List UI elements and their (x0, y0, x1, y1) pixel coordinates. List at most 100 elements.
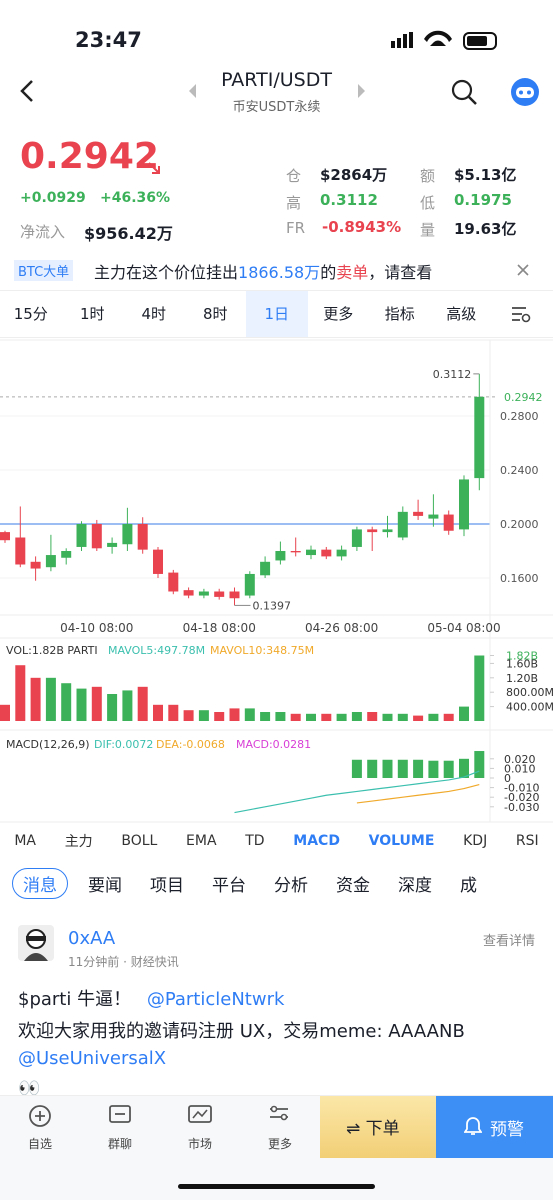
netflow: $956.42万 (84, 224, 173, 243)
indicator-tab[interactable]: KDJ (463, 833, 488, 849)
indicator-tab[interactable]: BOLL (121, 833, 158, 849)
high-label: 0.3112 (433, 368, 472, 381)
candle-body (336, 549, 347, 557)
news-tab[interactable]: 分析 (274, 875, 308, 896)
macd-bar (428, 760, 439, 778)
candle-body (474, 396, 485, 479)
pair-arrows[interactable] (186, 82, 368, 100)
bottom-tab[interactable]: 群聊 (107, 1137, 132, 1151)
indicator-tab[interactable]: TD (245, 833, 265, 849)
banner-tag: BTC大单 (14, 260, 74, 281)
volume-bar (153, 704, 163, 721)
close-banner[interactable] (516, 263, 530, 277)
low-label: 0.1397 (253, 599, 292, 612)
indicator-tab[interactable]: RSI (515, 833, 539, 849)
volume-bar (413, 715, 424, 721)
news-tab[interactable]: 资金 (336, 875, 370, 896)
indicator-tab[interactable]: EMA (186, 833, 217, 849)
avatar[interactable] (18, 925, 54, 961)
y-tick-label: 0.010 (504, 762, 536, 775)
volume-bar (30, 677, 41, 721)
back-button[interactable] (16, 78, 40, 104)
news-tab[interactable]: 项目 (150, 875, 184, 896)
macd-bar (459, 758, 469, 778)
amount: 1866.58万 (238, 263, 321, 282)
candle-body (260, 561, 271, 576)
news-tab[interactable]: 成 (460, 875, 477, 896)
x-tick-label: 04-18 08:00 (183, 621, 256, 635)
mention[interactable]: @UseUniversalX (18, 1048, 167, 1069)
y-tick-label: 1.82B (506, 650, 538, 663)
alert-button[interactable]: 预警 (436, 1096, 553, 1158)
news-tab[interactable]: 平台 (212, 875, 246, 896)
bottom-icons (29, 1105, 288, 1127)
home-indicator (178, 1184, 375, 1189)
candle-body (321, 549, 332, 557)
bottom-tab[interactable]: 市场 (187, 1137, 212, 1151)
news-tab[interactable]: 要闻 (88, 875, 122, 896)
candle-body (306, 549, 316, 556)
timeframe-tab[interactable]: 8时 (202, 305, 228, 323)
volume-bar (122, 690, 133, 721)
candle-body (413, 511, 424, 516)
y-tick-label: 1.60B (506, 657, 538, 670)
detail-link[interactable]: 查看详情 (483, 934, 536, 949)
stat-label: 额 (420, 167, 436, 185)
order-button[interactable]: ⇌ 下单 (320, 1096, 436, 1158)
candle-body (397, 511, 408, 538)
indicator-tab[interactable]: VOLUME (368, 833, 435, 849)
search-button[interactable] (450, 78, 478, 106)
volume-bar (15, 665, 26, 721)
news-tab[interactable]: 消息 (12, 867, 68, 899)
candle-body (168, 572, 179, 592)
banner[interactable]: BTC大单 主力在这个价位挂出1866.58万的卖单，请查看 (0, 254, 553, 286)
timeframe-tab[interactable]: 4时 (141, 305, 167, 323)
candle-body (443, 514, 454, 531)
candle-body (459, 479, 469, 530)
legend: MACD(12,26,9) (6, 738, 90, 751)
volume-bar (336, 713, 347, 721)
timeframe-tab[interactable]: 更多 (323, 305, 354, 323)
down-arrow (148, 162, 160, 174)
bottom-tab[interactable]: 自选 (27, 1137, 52, 1151)
macd-bar (397, 759, 408, 778)
author[interactable]: 0xAA (68, 928, 116, 949)
timeframe-tab[interactable]: 15分 (13, 305, 48, 323)
macd-bar (382, 759, 393, 778)
bottom-tab[interactable]: 更多 (267, 1137, 292, 1151)
volume-bar (428, 713, 439, 721)
y-tick-label: 0.2800 (500, 410, 539, 423)
stat-label: FR (286, 219, 306, 237)
macd-bar (443, 760, 454, 778)
candle-body (107, 542, 118, 547)
chart-settings[interactable] (510, 304, 532, 324)
y-tick-label: 800.00M (506, 686, 553, 699)
x-tick-label: 05-04 08:00 (427, 621, 500, 635)
volume-bar (443, 713, 454, 721)
y-tick-label: -0.010 (504, 782, 539, 795)
timeframe-tab[interactable]: 指标 (384, 305, 415, 323)
pair-title[interactable]: PARTI/USDT (221, 69, 332, 91)
side: 卖单 (336, 263, 369, 282)
candle-body (382, 529, 393, 533)
volume-bar (459, 706, 469, 721)
indicator-tab[interactable]: MACD (293, 833, 340, 849)
legend: VOL:1.82B PARTI (6, 644, 98, 657)
price: 0.2942 (20, 136, 159, 177)
indicator-tab[interactable]: MA (14, 833, 36, 849)
timeframe-tab[interactable]: 高级 (446, 305, 477, 323)
volume-bar (367, 712, 378, 721)
mention[interactable]: @ParticleNtwrk (146, 989, 285, 1010)
label: 下单 (365, 1119, 400, 1139)
timeframe-tab[interactable]: 1时 (79, 305, 105, 323)
timeframes: 15分 1时 4时 8时 1日 更多 指标 高级 (0, 291, 492, 337)
macd-bar (413, 759, 424, 778)
stat-value: $2864万 (320, 166, 388, 184)
indicator-tab[interactable]: 主力 (64, 834, 93, 850)
price-pct: +46.36% (100, 190, 171, 206)
news-tab[interactable]: 深度 (398, 875, 432, 896)
volume-bar (91, 686, 102, 721)
bot-button[interactable] (510, 77, 540, 107)
timeframe-tab[interactable]: 1日 (246, 291, 308, 337)
